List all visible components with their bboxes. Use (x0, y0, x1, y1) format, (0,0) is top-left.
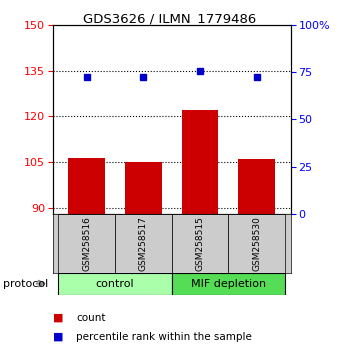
Bar (172, 273, 285, 295)
Text: GSM258530: GSM258530 (252, 216, 261, 271)
Text: control: control (96, 279, 134, 289)
Bar (125, 162, 162, 214)
Bar (115, 214, 172, 273)
Bar (238, 159, 275, 214)
Bar (58, 273, 172, 295)
Text: count: count (76, 313, 106, 322)
Text: GSM258515: GSM258515 (195, 216, 205, 271)
Text: protocol: protocol (3, 279, 49, 289)
Text: ■: ■ (53, 313, 63, 322)
Text: ■: ■ (53, 332, 63, 342)
Text: GDS3626 / ILMN_1779486: GDS3626 / ILMN_1779486 (83, 12, 257, 25)
Bar (172, 214, 228, 273)
Text: GSM258517: GSM258517 (139, 216, 148, 271)
Text: GSM258516: GSM258516 (82, 216, 91, 271)
Bar (68, 158, 105, 214)
Text: percentile rank within the sample: percentile rank within the sample (76, 332, 252, 342)
Bar (228, 214, 285, 273)
Bar (182, 110, 219, 214)
Text: MIF depletion: MIF depletion (191, 279, 266, 289)
Bar (58, 214, 115, 273)
